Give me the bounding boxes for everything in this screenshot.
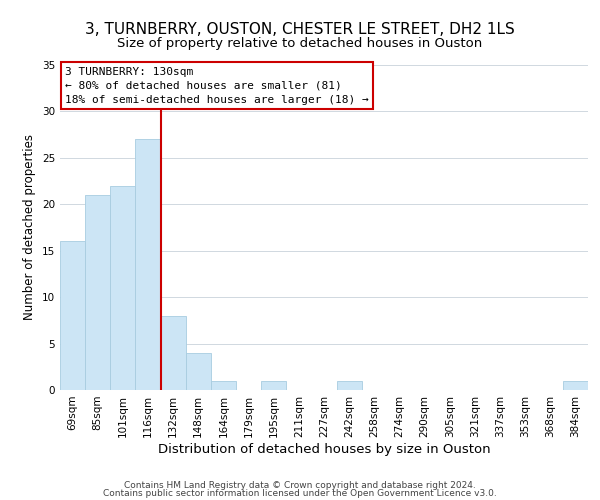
Text: Contains public sector information licensed under the Open Government Licence v3: Contains public sector information licen…	[103, 489, 497, 498]
Bar	[60, 242, 85, 390]
Bar	[110, 186, 136, 390]
Bar	[337, 380, 362, 390]
X-axis label: Distribution of detached houses by size in Ouston: Distribution of detached houses by size …	[158, 442, 490, 456]
Bar	[563, 380, 588, 390]
Bar	[85, 195, 110, 390]
Bar	[136, 140, 161, 390]
Text: 3, TURNBERRY, OUSTON, CHESTER LE STREET, DH2 1LS: 3, TURNBERRY, OUSTON, CHESTER LE STREET,…	[85, 22, 515, 38]
Bar	[161, 316, 186, 390]
Bar	[186, 353, 211, 390]
Text: 3 TURNBERRY: 130sqm
← 80% of detached houses are smaller (81)
18% of semi-detach: 3 TURNBERRY: 130sqm ← 80% of detached ho…	[65, 66, 369, 104]
Bar	[211, 380, 236, 390]
Bar	[261, 380, 286, 390]
Y-axis label: Number of detached properties: Number of detached properties	[23, 134, 37, 320]
Text: Size of property relative to detached houses in Ouston: Size of property relative to detached ho…	[118, 38, 482, 51]
Text: Contains HM Land Registry data © Crown copyright and database right 2024.: Contains HM Land Registry data © Crown c…	[124, 480, 476, 490]
